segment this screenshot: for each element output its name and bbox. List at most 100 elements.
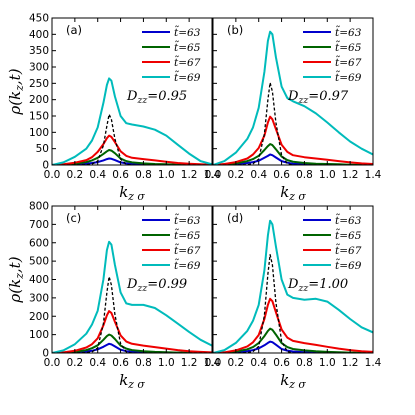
legend: t̃=63t̃=65t̃=67t̃=69 — [303, 213, 362, 272]
x-tick-label: 0.4 — [89, 169, 106, 181]
dzz-annotation: Dzz=0.95 — [126, 89, 187, 106]
y-tick-label: 700 — [29, 219, 49, 231]
legend-entry: t̃=65 — [174, 228, 201, 242]
series-line-3 — [52, 310, 212, 353]
x-tick-label: 1.0 — [158, 357, 175, 369]
x-tick-label: 0.6 — [273, 169, 290, 181]
x-tick-label: 0.2 — [67, 357, 84, 369]
series-group — [213, 30, 373, 165]
x-tick-label: 0.8 — [296, 357, 313, 369]
x-tick-label: 1.2 — [181, 357, 198, 369]
legend-entry: t̃=63 — [335, 25, 362, 39]
y-tick-label: 450 — [29, 13, 49, 25]
y-tick-label: 300 — [29, 292, 49, 304]
series-line-2 — [213, 327, 373, 353]
series-line-3 — [213, 297, 373, 353]
y-tick-label: 200 — [29, 311, 49, 323]
series-line-3 — [213, 115, 373, 165]
x-tick-label: 0.2 — [67, 169, 84, 181]
x-tick-label: 1.4 — [365, 169, 382, 181]
x-tick-label: 0.0 — [44, 169, 61, 181]
x-axis-label: kz σ — [119, 183, 145, 203]
legend-entry: t̃=67 — [335, 55, 362, 69]
x-axis-label: kz σ — [119, 371, 145, 391]
legend-entry: t̃=67 — [335, 243, 362, 257]
panel-c: 0.0 0.2 0.4 0.6 0.8 1.0 1.2 1.4 0 100 200 300 400 500… — [6, 201, 221, 392]
dzz-annotation: Dzz=0.99 — [126, 277, 187, 294]
axes-frame — [51, 17, 213, 166]
panel-label: (d) — [227, 211, 243, 225]
legend-entry: t̃=69 — [174, 258, 201, 272]
series-line-dashed — [213, 254, 373, 353]
series-line-4 — [52, 240, 212, 353]
legend-entry: t̃=69 — [335, 70, 362, 84]
x-tick-label: 0.6 — [112, 169, 129, 181]
x-tick-label: 1.0 — [158, 169, 175, 181]
x-tick-label: 0.8 — [135, 357, 152, 369]
x-tick-label: 1.2 — [342, 357, 359, 369]
series-line-dashed — [52, 276, 212, 353]
x-tick-label: 0.4 — [250, 169, 267, 181]
panel-a: 0.0 0.2 0.4 0.6 0.8 1.0 1.2 1.4 0 50 100 150 200 250 3… — [6, 13, 221, 204]
x-tick-label: 0.8 — [296, 169, 313, 181]
legend-entry: t̃=67 — [174, 55, 201, 69]
x-tick-label: 0.6 — [112, 357, 129, 369]
y-tick-label: 200 — [29, 94, 49, 106]
y-tick-label: 150 — [29, 111, 49, 123]
x-tick-label: 1.4 — [204, 169, 221, 181]
panel-label: (b) — [227, 23, 243, 37]
dzz-annotation: Dzz=1.00 — [287, 277, 348, 294]
series-line-dashed — [213, 82, 373, 165]
series-line-dashed — [52, 113, 212, 165]
series-line-3 — [52, 134, 212, 165]
panel-label: (c) — [66, 211, 81, 225]
legend-entry: t̃=65 — [174, 40, 201, 54]
legend-entry: t̃=65 — [335, 228, 362, 242]
series-group — [52, 240, 212, 353]
x-tick-label: 1.2 — [342, 169, 359, 181]
y-tick-label: 350 — [29, 45, 49, 57]
x-tick-label: 0.2 — [228, 357, 245, 369]
legend-entry: t̃=67 — [174, 243, 201, 257]
x-tick-label: 1.4 — [204, 357, 221, 369]
x-tick-label: 0.0 — [44, 357, 61, 369]
y-tick-label: 50 — [36, 143, 49, 155]
panel-d: 0.0 0.2 0.4 0.6 0.8 1.0 1.2 1.4 kz σ (d) Dzz=1.00 t… — [205, 205, 382, 391]
y-axis-label: ρ(kz,t) — [6, 68, 26, 115]
x-tick-label: 1.2 — [181, 169, 198, 181]
x-tick-label: 0.4 — [89, 357, 106, 369]
x-tick-label: 0.2 — [228, 169, 245, 181]
legend-entry: t̃=63 — [174, 213, 201, 227]
legend-entry: t̃=69 — [174, 70, 201, 84]
series-line-4 — [213, 30, 373, 165]
y-tick-label: 500 — [29, 256, 49, 268]
legend: t̃=63t̃=65t̃=67t̃=69 — [303, 25, 362, 84]
x-tick-label: 0.6 — [273, 357, 290, 369]
legend-entry: t̃=63 — [335, 213, 362, 227]
y-tick-label: 600 — [29, 237, 49, 249]
series-line-4 — [213, 219, 373, 353]
y-tick-label: 250 — [29, 78, 49, 90]
series-line-2 — [213, 143, 373, 165]
panel-label: (a) — [66, 23, 82, 37]
legend: t̃=63t̃=65t̃=67t̃=69 — [142, 213, 201, 272]
x-tick-label: 0.4 — [250, 357, 267, 369]
series-line-4 — [52, 77, 212, 165]
x-tick-label: 1.4 — [365, 357, 382, 369]
legend: t̃=63t̃=65t̃=67t̃=69 — [142, 25, 201, 84]
y-tick-label: 400 — [29, 29, 49, 41]
y-tick-label: 100 — [29, 127, 49, 139]
legend-entry: t̃=69 — [335, 258, 362, 272]
x-axis-label: kz σ — [280, 371, 306, 391]
x-tick-label: 1.0 — [319, 357, 336, 369]
x-tick-label: 0.0 — [205, 357, 222, 369]
x-axis-label: kz σ — [280, 183, 306, 203]
panel-b: 0.0 0.2 0.4 0.6 0.8 1.0 1.2 1.4 kz σ (b) Dzz=0.97 t… — [205, 17, 382, 203]
x-tick-label: 0.0 — [205, 169, 222, 181]
legend-entry: t̃=65 — [335, 40, 362, 54]
axes-frame — [212, 17, 374, 166]
y-tick-label: 300 — [29, 62, 49, 74]
x-tick-label: 0.8 — [135, 169, 152, 181]
y-tick-label: 0 — [42, 160, 49, 172]
y-tick-label: 100 — [29, 329, 49, 341]
